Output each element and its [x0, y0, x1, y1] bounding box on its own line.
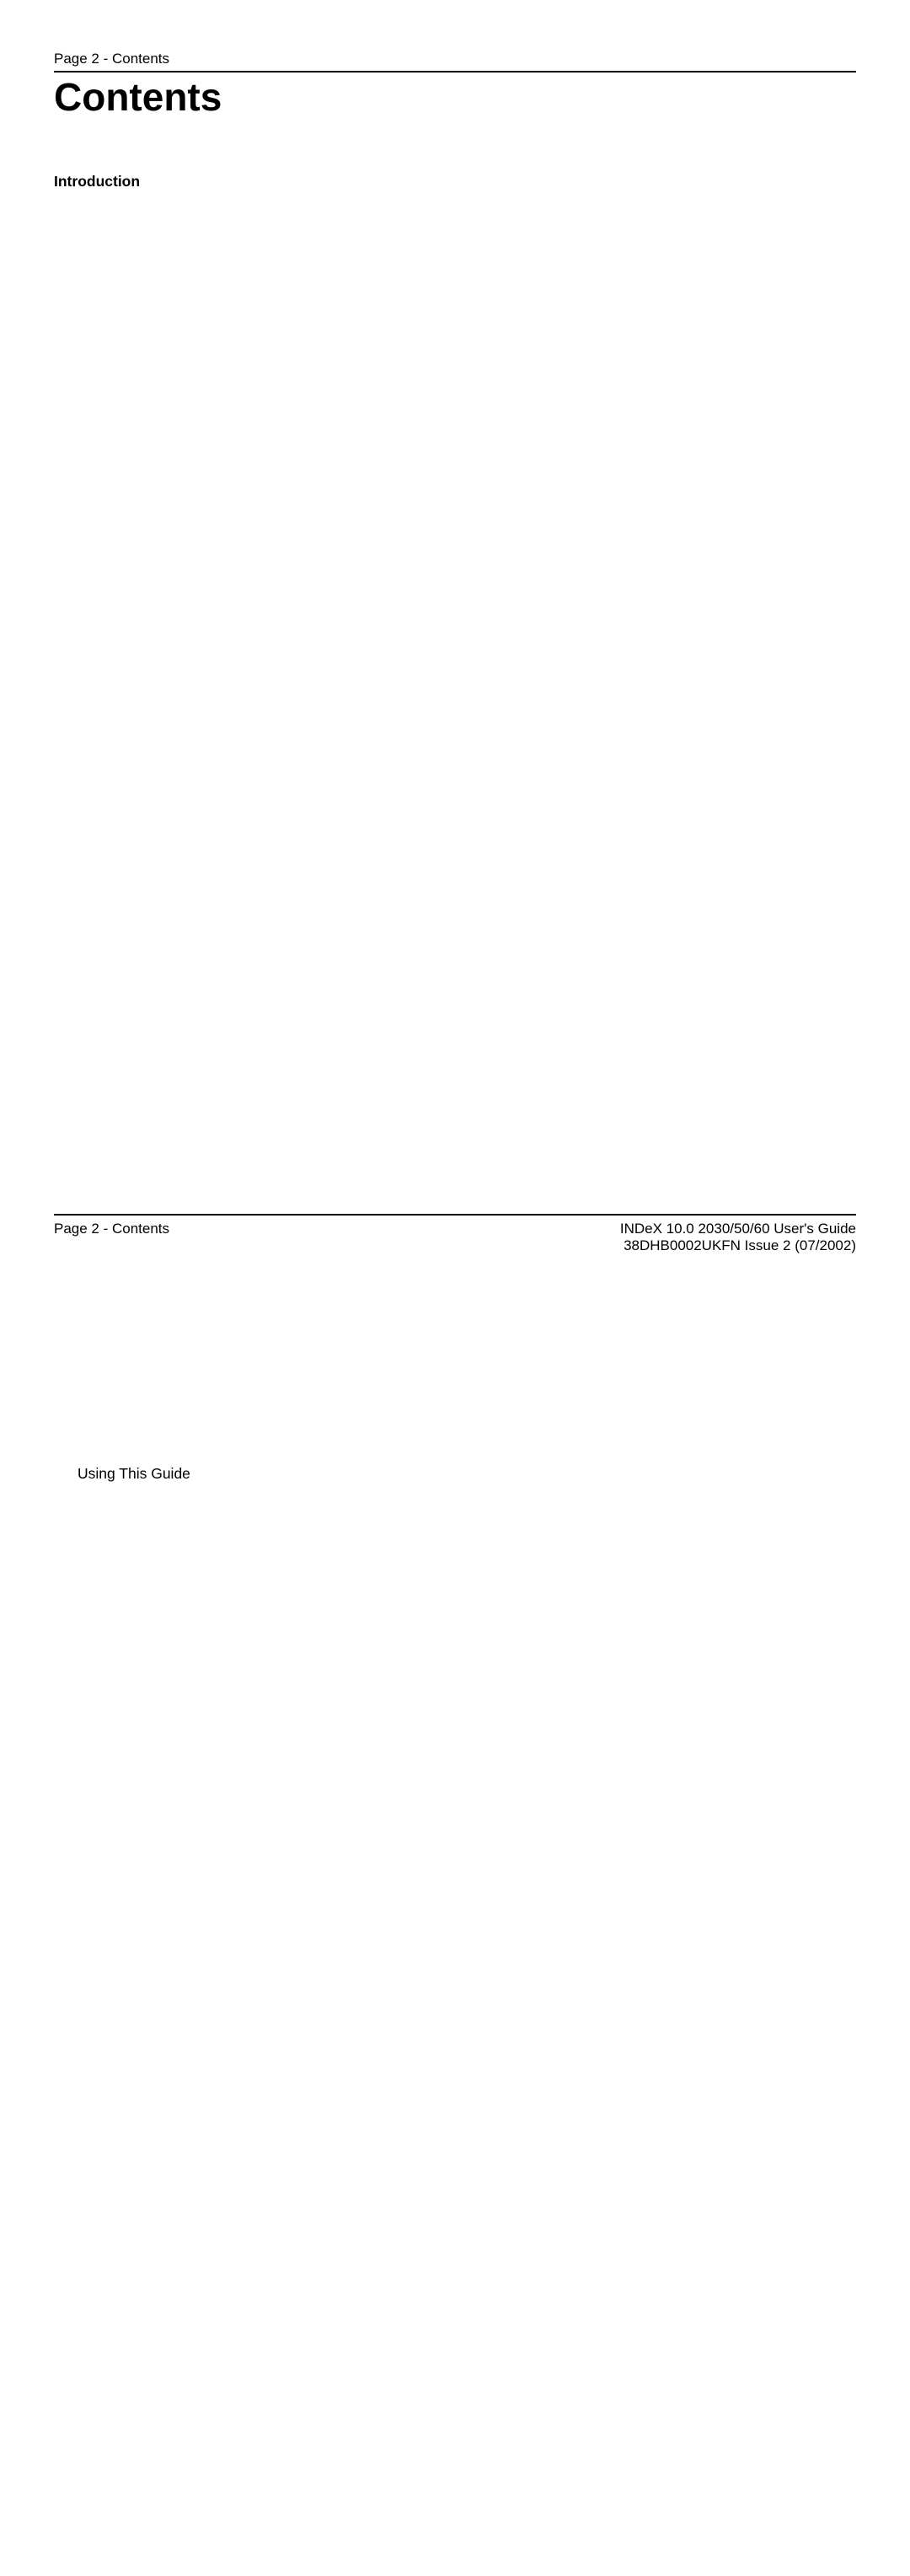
running-header: Page 2 - Contents: [54, 51, 856, 72]
table-of-contents: Introduction5Using This Guide5What Featu…: [54, 121, 856, 2576]
footer-left: Page 2 - Contents: [54, 1221, 169, 1254]
page: Page 2 - Contents Contents Introduction5…: [0, 0, 910, 1288]
footer-right-line1: INDeX 10.0 2030/50/60 User's Guide: [620, 1221, 856, 1237]
page-title: Contents: [54, 78, 856, 116]
footer-row: Page 2 - Contents INDeX 10.0 2030/50/60 …: [54, 1221, 856, 1254]
toc-label: Introduction: [54, 174, 140, 190]
page-footer: Page 2 - Contents INDeX 10.0 2030/50/60 …: [54, 1214, 856, 1254]
footer-right-line2: 38DHB0002UKFN Issue 2 (07/2002): [620, 1237, 856, 1254]
footer-rule: [54, 1214, 856, 1216]
toc-label: Using This Guide: [78, 1467, 190, 1482]
footer-right: INDeX 10.0 2030/50/60 User's Guide 38DHB…: [620, 1221, 856, 1254]
toc-item[interactable]: Using This Guide5: [54, 1414, 856, 2576]
toc-page-number: 5: [194, 1416, 910, 2576]
